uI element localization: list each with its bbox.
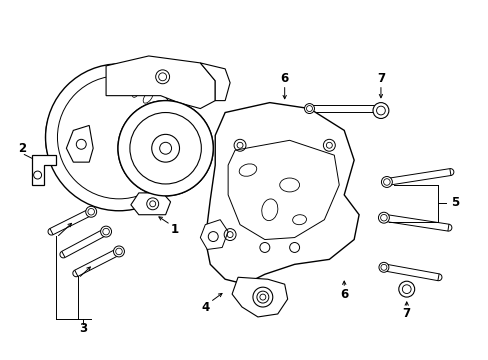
Circle shape: [101, 226, 111, 237]
Circle shape: [378, 212, 388, 223]
Text: 6: 6: [280, 72, 288, 85]
Circle shape: [398, 281, 414, 297]
Ellipse shape: [161, 129, 175, 136]
Circle shape: [381, 176, 391, 188]
Text: 1: 1: [170, 223, 178, 236]
Circle shape: [118, 100, 213, 196]
Text: 3: 3: [79, 322, 87, 336]
Polygon shape: [66, 125, 93, 162]
Ellipse shape: [158, 114, 171, 123]
Circle shape: [45, 64, 192, 211]
Polygon shape: [228, 140, 339, 239]
Polygon shape: [106, 56, 215, 109]
Circle shape: [118, 100, 213, 196]
Text: 7: 7: [376, 72, 384, 85]
Ellipse shape: [150, 165, 161, 176]
Polygon shape: [205, 103, 358, 284]
Text: 6: 6: [340, 288, 347, 301]
Ellipse shape: [161, 142, 174, 149]
Text: 7: 7: [402, 307, 410, 320]
Circle shape: [372, 103, 388, 118]
Circle shape: [378, 262, 388, 272]
Polygon shape: [200, 220, 228, 249]
Text: 4: 4: [201, 301, 209, 314]
Ellipse shape: [140, 173, 150, 185]
Ellipse shape: [132, 84, 140, 97]
Polygon shape: [232, 277, 287, 317]
Circle shape: [34, 171, 41, 179]
Text: 5: 5: [450, 196, 459, 209]
Ellipse shape: [152, 102, 163, 112]
Polygon shape: [32, 155, 56, 185]
Ellipse shape: [157, 155, 170, 163]
Text: 2: 2: [18, 142, 26, 155]
Circle shape: [113, 246, 124, 257]
Circle shape: [304, 104, 314, 113]
Circle shape: [85, 206, 97, 217]
Ellipse shape: [143, 91, 153, 103]
Polygon shape: [131, 193, 170, 215]
Polygon shape: [200, 63, 230, 100]
Ellipse shape: [45, 69, 192, 206]
